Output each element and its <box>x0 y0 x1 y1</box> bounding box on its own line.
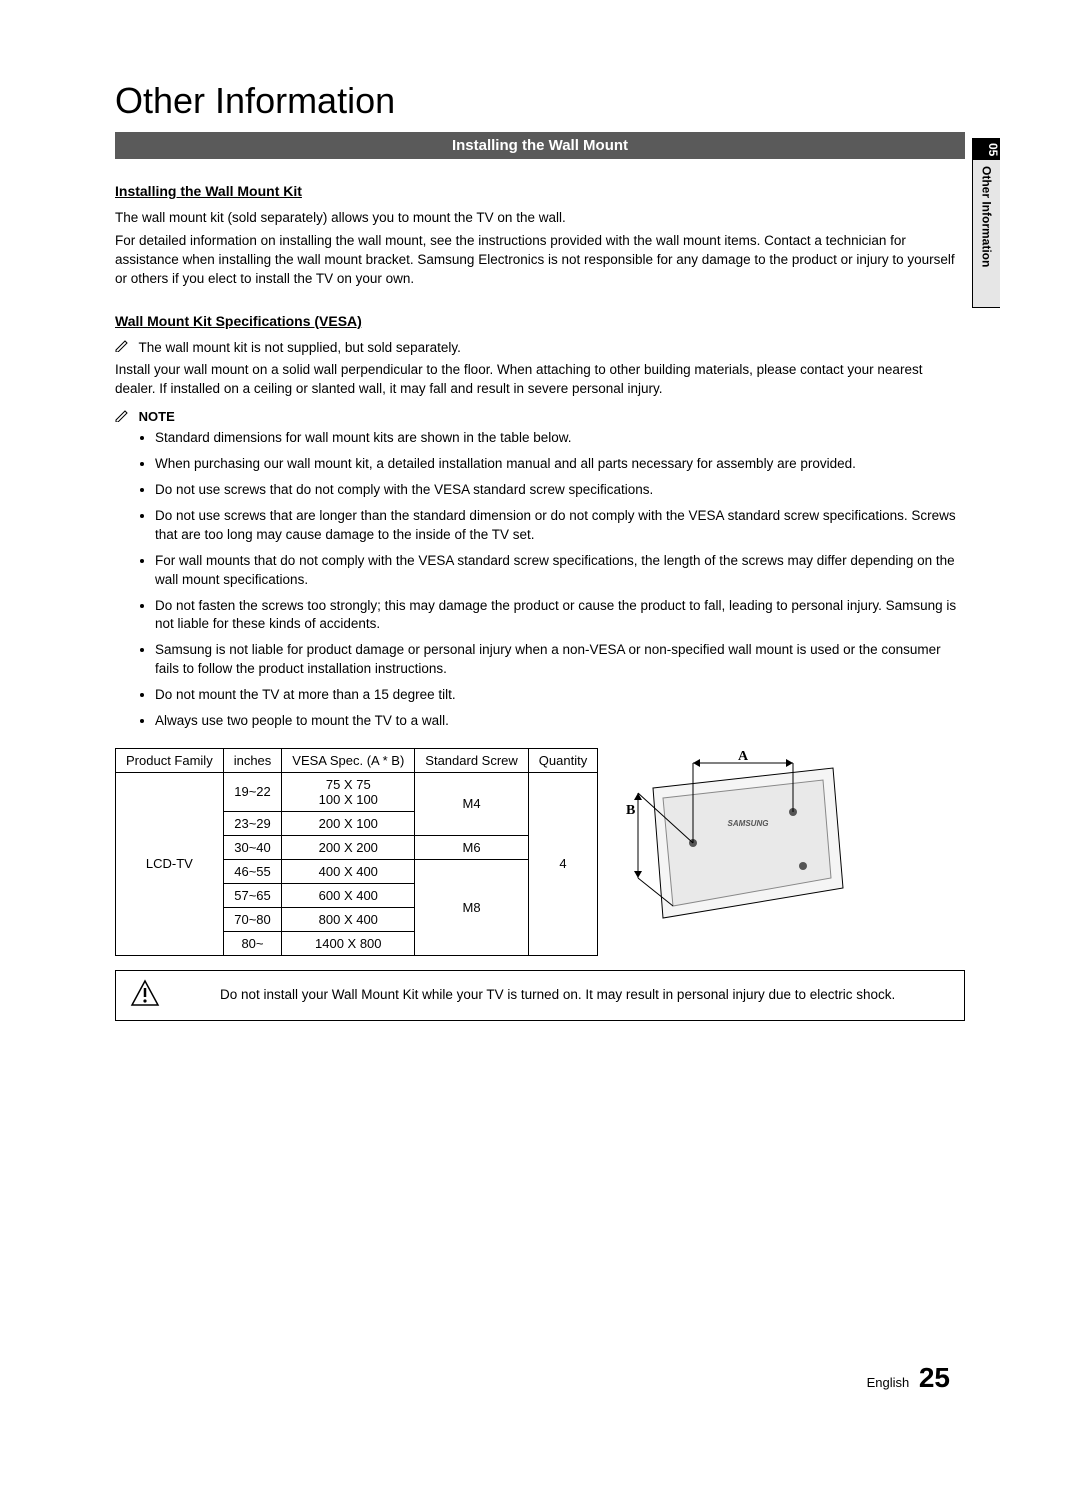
vesa-supply-text: The wall mount kit is not supplied, but … <box>139 340 461 355</box>
note-item: For wall mounts that do not comply with … <box>155 552 965 590</box>
page-footer: English 25 <box>867 1362 950 1394</box>
subheading-vesa-spec: Wall Mount Kit Specifications (VESA) <box>115 313 965 329</box>
cell-vesa: 600 X 400 <box>282 883 415 907</box>
cell-inches: 57~65 <box>223 883 282 907</box>
note-item: Do not mount the TV at more than a 15 de… <box>155 686 965 705</box>
col-inches: inches <box>223 748 282 772</box>
col-quantity: Quantity <box>528 748 597 772</box>
col-family: Product Family <box>116 748 224 772</box>
diagram-label-a: A <box>738 749 749 764</box>
cell-vesa: 800 X 400 <box>282 907 415 931</box>
note-heading: NOTE <box>115 409 965 425</box>
cell-quantity: 4 <box>528 772 597 955</box>
note-item: Do not use screws that do not comply wit… <box>155 481 965 500</box>
note-icon <box>115 410 131 425</box>
note-item: Standard dimensions for wall mount kits … <box>155 429 965 448</box>
note-label: NOTE <box>139 409 175 424</box>
note-item: Always use two people to mount the TV to… <box>155 712 965 731</box>
page-number: 25 <box>919 1362 950 1393</box>
col-vesa: VESA Spec. (A * B) <box>282 748 415 772</box>
cell-inches: 23~29 <box>223 811 282 835</box>
cell-vesa: 1400 X 800 <box>282 931 415 955</box>
page-title: Other Information <box>115 80 965 122</box>
section-banner: Installing the Wall Mount <box>115 132 965 159</box>
intro-text-2: For detailed information on installing t… <box>115 232 965 289</box>
col-screw: Standard Screw <box>415 748 529 772</box>
vesa-supply-note: The wall mount kit is not supplied, but … <box>115 339 965 358</box>
intro-text-1: The wall mount kit (sold separately) all… <box>115 209 965 228</box>
cell-inches: 80~ <box>223 931 282 955</box>
vesa-install-note: Install your wall mount on a solid wall … <box>115 361 965 399</box>
cell-inches: 46~55 <box>223 859 282 883</box>
cell-inches: 30~40 <box>223 835 282 859</box>
table-header-row: Product Family inches VESA Spec. (A * B)… <box>116 748 598 772</box>
cell-vesa: 400 X 400 <box>282 859 415 883</box>
warning-text: Do not install your Wall Mount Kit while… <box>220 986 895 1005</box>
table-row: LCD-TV 19~22 75 X 75 100 X 100 M4 4 <box>116 772 598 811</box>
cell-inches: 19~22 <box>223 772 282 811</box>
warning-box: Do not install your Wall Mount Kit while… <box>115 970 965 1021</box>
note-icon <box>115 339 131 358</box>
cell-screw: M6 <box>415 835 529 859</box>
subheading-install-kit: Installing the Wall Mount Kit <box>115 183 965 199</box>
cell-inches: 70~80 <box>223 907 282 931</box>
cell-vesa: 200 X 200 <box>282 835 415 859</box>
footer-language: English <box>867 1375 910 1390</box>
cell-screw: M8 <box>415 859 529 955</box>
note-item: Do not fasten the screws too strongly; t… <box>155 597 965 635</box>
cell-vesa: 200 X 100 <box>282 811 415 835</box>
tv-back-diagram: A B SAMSUNG <box>618 748 848 938</box>
warning-icon <box>130 979 160 1012</box>
note-item: When purchasing our wall mount kit, a de… <box>155 455 965 474</box>
vesa-spec-table: Product Family inches VESA Spec. (A * B)… <box>115 748 598 956</box>
note-list: Standard dimensions for wall mount kits … <box>115 429 965 731</box>
diagram-brand-label: SAMSUNG <box>728 819 769 828</box>
cell-screw: M4 <box>415 772 529 835</box>
cell-family: LCD-TV <box>116 772 224 955</box>
cell-vesa: 75 X 75 100 X 100 <box>282 772 415 811</box>
diagram-label-b: B <box>626 803 635 818</box>
note-item: Do not use screws that are longer than t… <box>155 507 965 545</box>
note-item: Samsung is not liable for product damage… <box>155 641 965 679</box>
